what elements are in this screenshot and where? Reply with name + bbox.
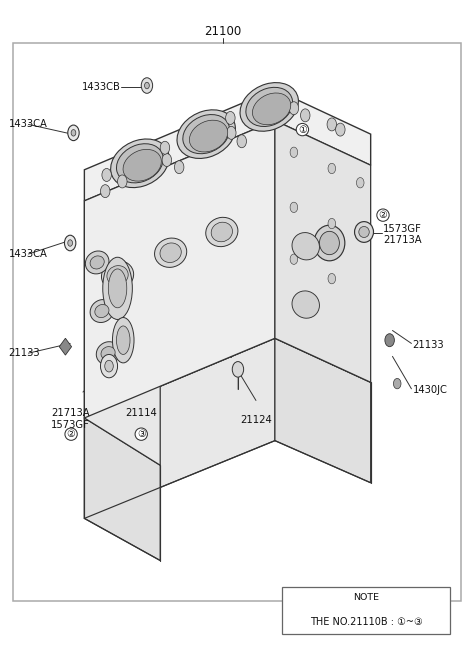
Circle shape [160,141,170,154]
FancyBboxPatch shape [282,587,450,634]
Ellipse shape [292,291,319,318]
Ellipse shape [190,120,228,152]
Ellipse shape [177,110,236,159]
Circle shape [290,147,298,157]
Circle shape [237,135,246,148]
Ellipse shape [110,139,169,188]
Circle shape [301,109,310,122]
Circle shape [289,102,299,115]
Circle shape [174,161,184,174]
Ellipse shape [292,233,319,260]
Ellipse shape [160,243,181,262]
Circle shape [100,354,118,378]
Circle shape [71,130,76,136]
Text: THE NO.21110B : ①~③: THE NO.21110B : ①~③ [310,617,422,627]
Ellipse shape [314,226,345,260]
Circle shape [68,240,73,246]
Circle shape [102,168,111,181]
Circle shape [336,123,345,136]
Text: 21133: 21133 [9,348,40,358]
Text: 21713A
1573GF: 21713A 1573GF [51,408,90,430]
Ellipse shape [108,269,127,308]
Circle shape [385,334,394,347]
Ellipse shape [95,305,109,318]
Text: 21133: 21133 [412,340,444,350]
Circle shape [118,175,127,188]
Text: 21124: 21124 [240,415,272,424]
Circle shape [162,154,172,167]
Polygon shape [59,338,72,355]
Circle shape [105,360,113,372]
Circle shape [226,111,235,124]
Text: 1430JC: 1430JC [412,385,447,395]
Ellipse shape [103,257,132,319]
Circle shape [100,185,110,198]
Circle shape [68,125,79,141]
Polygon shape [84,418,160,561]
Text: 21114: 21114 [126,408,157,418]
Ellipse shape [101,260,134,290]
Ellipse shape [246,87,292,126]
Circle shape [328,273,336,284]
Ellipse shape [123,149,161,181]
Ellipse shape [117,144,163,183]
Ellipse shape [101,347,115,360]
Text: ②: ② [379,210,387,220]
Ellipse shape [155,238,187,268]
Circle shape [328,218,336,229]
Text: 1433CA: 1433CA [9,249,47,259]
Circle shape [327,118,337,131]
Polygon shape [275,338,371,483]
Ellipse shape [90,256,104,269]
Circle shape [356,229,364,240]
Polygon shape [84,121,275,418]
Ellipse shape [253,93,291,125]
Polygon shape [84,201,160,465]
Text: ②: ② [67,429,75,439]
Ellipse shape [85,251,109,274]
Circle shape [328,163,336,174]
Ellipse shape [355,222,374,242]
Circle shape [145,82,149,89]
Ellipse shape [206,217,238,247]
Text: NOTE: NOTE [353,593,379,602]
Ellipse shape [107,266,128,285]
Ellipse shape [90,299,114,323]
Ellipse shape [96,341,120,365]
Ellipse shape [240,82,299,132]
Circle shape [227,126,236,139]
Circle shape [356,178,364,188]
Circle shape [290,202,298,213]
Text: ③: ③ [137,429,146,439]
Polygon shape [84,338,275,518]
Polygon shape [275,121,371,382]
Circle shape [64,235,76,251]
Ellipse shape [359,227,369,237]
Ellipse shape [211,222,232,242]
Ellipse shape [183,115,229,154]
Text: ①: ① [298,124,307,135]
Circle shape [232,362,244,377]
Text: 1433CB: 1433CB [82,82,121,93]
Text: 21100: 21100 [204,25,241,38]
Circle shape [393,378,401,389]
Circle shape [141,78,153,93]
Ellipse shape [117,326,130,354]
Text: 1433CA: 1433CA [9,119,47,130]
Ellipse shape [112,318,134,363]
Polygon shape [84,89,371,201]
Circle shape [290,254,298,264]
Text: 1573GF
21713A: 1573GF 21713A [383,224,422,246]
Ellipse shape [319,231,339,255]
